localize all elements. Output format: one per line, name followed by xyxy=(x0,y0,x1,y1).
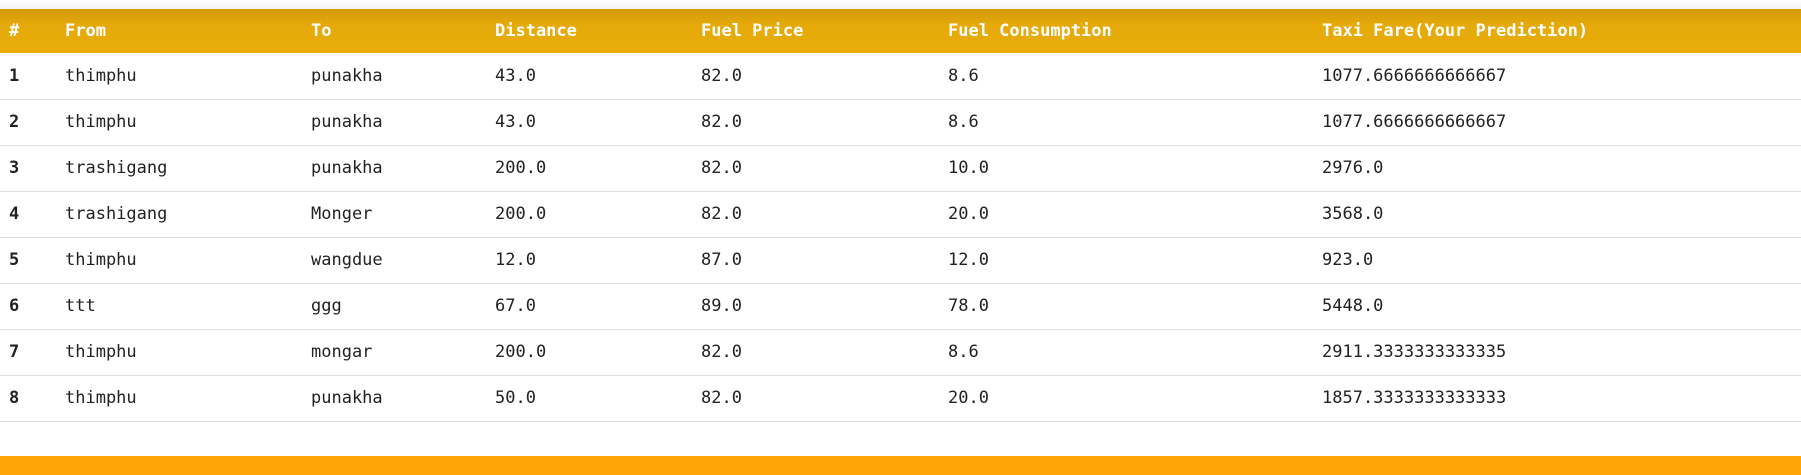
cell-to: punakha xyxy=(311,158,383,178)
header-fuel-price: Fuel Price xyxy=(701,21,804,41)
cell-fuel-consumption: 78.0 xyxy=(948,296,989,316)
cell-to: wangdue xyxy=(311,250,383,270)
cell-fuel-price: 82.0 xyxy=(701,158,742,178)
cell-taxi-fare: 1077.6666666666667 xyxy=(1322,112,1507,132)
cell-index: 5 xyxy=(9,250,20,270)
header-distance: Distance xyxy=(495,21,577,41)
cell-from: ttt xyxy=(65,296,96,316)
cell-fuel-consumption: 20.0 xyxy=(948,388,989,408)
cell-distance: 43.0 xyxy=(495,112,536,132)
table-row: 6 ttt ggg 67.0 89.0 78.0 5448.0 xyxy=(0,283,1801,329)
cell-from: thimphu xyxy=(65,250,137,270)
cell-index: 1 xyxy=(9,65,20,86)
cell-fuel-price: 82.0 xyxy=(701,204,742,224)
cell-from: thimphu xyxy=(65,112,137,132)
cell-fuel-price: 82.0 xyxy=(701,342,742,362)
cell-to: mongar xyxy=(311,342,373,362)
table-row: 1 thimphu punakha 43.0 82.0 8.6 1077.666… xyxy=(0,53,1801,99)
footer-bar xyxy=(0,456,1801,475)
cell-distance: 50.0 xyxy=(495,388,536,408)
predictions-table: # From To Distance Fuel Price Fuel Consu… xyxy=(0,9,1801,422)
header-fuel-consumption: Fuel Consumption xyxy=(948,21,1112,41)
cell-taxi-fare: 923.0 xyxy=(1322,250,1374,270)
cell-fuel-consumption: 8.6 xyxy=(948,342,979,362)
cell-distance: 200.0 xyxy=(495,158,547,178)
cell-fuel-price: 89.0 xyxy=(701,296,742,316)
cell-to: punakha xyxy=(311,388,383,408)
cell-to: ggg xyxy=(311,296,342,316)
cell-fuel-price: 87.0 xyxy=(701,250,742,270)
cell-fuel-price: 82.0 xyxy=(701,65,742,86)
cell-to: Monger xyxy=(311,204,373,224)
table-row: 5 thimphu wangdue 12.0 87.0 12.0 923.0 xyxy=(0,237,1801,283)
table-header: # From To Distance Fuel Price Fuel Consu… xyxy=(0,9,1801,53)
cell-taxi-fare: 1077.6666666666667 xyxy=(1322,65,1507,86)
cell-distance: 200.0 xyxy=(495,204,547,224)
cell-index: 4 xyxy=(9,204,20,224)
cell-from: trashigang xyxy=(65,158,168,178)
cell-taxi-fare: 5448.0 xyxy=(1322,296,1384,316)
cell-distance: 12.0 xyxy=(495,250,536,270)
table-row: 3 trashigang punakha 200.0 82.0 10.0 297… xyxy=(0,145,1801,191)
cell-index: 2 xyxy=(9,112,20,132)
cell-from: thimphu xyxy=(65,65,137,86)
cell-fuel-consumption: 12.0 xyxy=(948,250,989,270)
header-to: To xyxy=(311,21,332,41)
table-row: 4 trashigang Monger 200.0 82.0 20.0 3568… xyxy=(0,191,1801,237)
header-from: From xyxy=(65,21,106,41)
cell-index: 7 xyxy=(9,342,20,362)
header-taxi-fare: Taxi Fare(Your Prediction) xyxy=(1322,21,1589,41)
cell-index: 6 xyxy=(9,296,20,316)
cell-taxi-fare: 2976.0 xyxy=(1322,158,1384,178)
cell-fuel-consumption: 8.6 xyxy=(948,112,979,132)
cell-index: 8 xyxy=(9,388,20,408)
cell-distance: 67.0 xyxy=(495,296,536,316)
cell-distance: 43.0 xyxy=(495,65,536,86)
header-row: # From To Distance Fuel Price Fuel Consu… xyxy=(0,9,1801,53)
cell-taxi-fare: 2911.3333333333335 xyxy=(1322,342,1507,362)
table-row: 8 thimphu punakha 50.0 82.0 20.0 1857.33… xyxy=(0,375,1801,421)
cell-taxi-fare: 3568.0 xyxy=(1322,204,1384,224)
cell-fuel-price: 82.0 xyxy=(701,112,742,132)
cell-to: punakha xyxy=(311,112,383,132)
top-edge xyxy=(0,0,1801,9)
cell-taxi-fare: 1857.3333333333333 xyxy=(1322,388,1507,408)
cell-fuel-consumption: 8.6 xyxy=(948,65,979,86)
table-row: 2 thimphu punakha 43.0 82.0 8.6 1077.666… xyxy=(0,99,1801,145)
cell-fuel-consumption: 10.0 xyxy=(948,158,989,178)
cell-fuel-price: 82.0 xyxy=(701,388,742,408)
cell-from: trashigang xyxy=(65,204,168,224)
cell-to: punakha xyxy=(311,65,383,86)
header-index: # xyxy=(9,21,20,41)
cell-from: thimphu xyxy=(65,342,137,362)
table-row: 7 thimphu mongar 200.0 82.0 8.6 2911.333… xyxy=(0,329,1801,375)
cell-fuel-consumption: 20.0 xyxy=(948,204,989,224)
cell-from: thimphu xyxy=(65,388,137,408)
cell-index: 3 xyxy=(9,158,20,178)
table-body: 1 thimphu punakha 43.0 82.0 8.6 1077.666… xyxy=(0,53,1801,421)
cell-distance: 200.0 xyxy=(495,342,547,362)
